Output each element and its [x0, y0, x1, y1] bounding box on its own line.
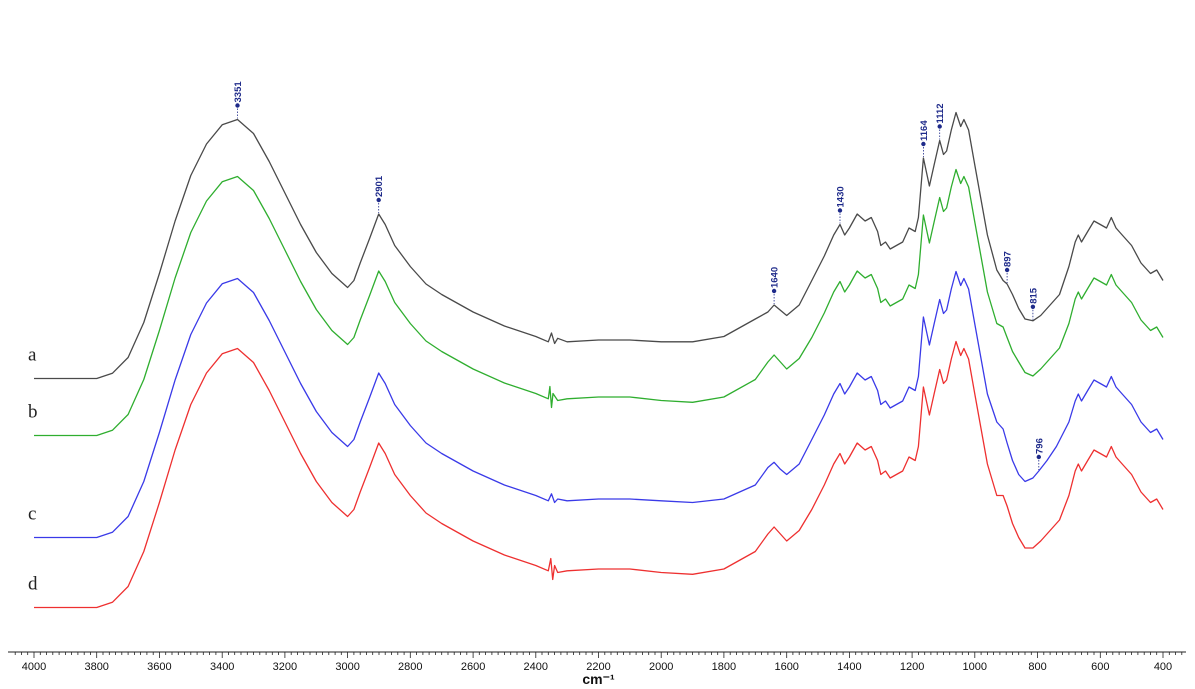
- peak-marker-dot: [1004, 267, 1010, 273]
- peak-marker-dot: [921, 141, 926, 147]
- peak-label: 1164: [919, 120, 930, 141]
- x-tick-label: 3000: [335, 661, 359, 673]
- x-axis: 4000 3800 3600 3400 3200 3000 2800 2600 2400 2200…: [8, 651, 1186, 687]
- x-tick-label: 2600: [461, 661, 485, 673]
- peak-annotation-1164: 1164: [919, 120, 930, 157]
- peak-marker-dot: [937, 124, 942, 129]
- x-tick-label: 800: [1028, 661, 1046, 673]
- x-tick-label: 3400: [210, 661, 234, 673]
- x-tick-label: 3800: [84, 661, 108, 673]
- spectrum-line-b: [34, 168, 1164, 437]
- peak-annotation-796: 796: [1034, 438, 1045, 470]
- x-axis-title: cm⁻¹: [582, 671, 615, 687]
- peak-label: 1430: [836, 186, 847, 207]
- peak-annotation-897: 897: [1003, 251, 1014, 283]
- spectra-series-group: [34, 111, 1164, 609]
- x-axis-ticks: 4000 3800 3600 3400 3200 3000 2800 2600 2400 2200…: [14, 652, 1183, 673]
- peak-label: 1640: [770, 267, 781, 288]
- x-tick-label: 1000: [963, 661, 987, 673]
- x-tick-label: 1200: [900, 661, 924, 673]
- peak-annotation-2901: 2901: [374, 175, 385, 213]
- peak-annotation-815: 815: [1028, 287, 1039, 320]
- x-tick-label: 4000: [22, 661, 46, 673]
- peak-annotation-1640: 1640: [770, 267, 781, 304]
- peak-annotation-1430: 1430: [836, 186, 847, 224]
- spectrum-line-c: [34, 270, 1164, 539]
- x-tick-label: 1600: [774, 661, 798, 673]
- x-tick-label: 2400: [524, 661, 548, 673]
- peak-annotations-group: 3351 2901 1640 1430 1164 1112 897 815 796: [233, 81, 1045, 470]
- x-tick-label: 3600: [147, 661, 171, 673]
- peak-marker-dot: [235, 103, 240, 108]
- spectrum-line-a: [34, 111, 1164, 380]
- series-label-c: c: [28, 504, 36, 525]
- x-tick-label: 1800: [712, 661, 736, 673]
- peak-label: 815: [1028, 287, 1039, 304]
- x-tick-label: 3200: [273, 661, 297, 673]
- peak-marker-dot: [376, 197, 381, 203]
- peak-label: 2901: [374, 175, 385, 197]
- x-tick-label: 600: [1091, 661, 1109, 673]
- peak-label: 796: [1034, 438, 1045, 454]
- x-tick-label: 2000: [649, 661, 673, 673]
- peak-marker-dot: [1030, 304, 1036, 309]
- peak-marker-dot: [771, 288, 777, 294]
- peak-annotation-1112: 1112: [935, 103, 946, 140]
- spectrum-line-d: [34, 340, 1164, 609]
- peak-annotation-3351: 3351: [233, 81, 244, 119]
- x-tick-label: 400: [1154, 661, 1172, 673]
- series-label-b: b: [28, 402, 38, 423]
- series-tags-group: a b c d: [28, 345, 38, 595]
- peak-marker-dot: [1036, 454, 1042, 460]
- peak-marker-dot: [837, 208, 843, 213]
- peak-label: 3351: [233, 81, 244, 103]
- peak-label: 897: [1003, 251, 1014, 267]
- x-tick-label: 1400: [837, 661, 861, 673]
- x-tick-label: 2200: [586, 661, 610, 673]
- series-label-d: d: [28, 574, 38, 595]
- peak-label: 1112: [935, 103, 946, 123]
- series-label-a: a: [28, 345, 37, 366]
- x-tick-label: 2800: [398, 661, 422, 673]
